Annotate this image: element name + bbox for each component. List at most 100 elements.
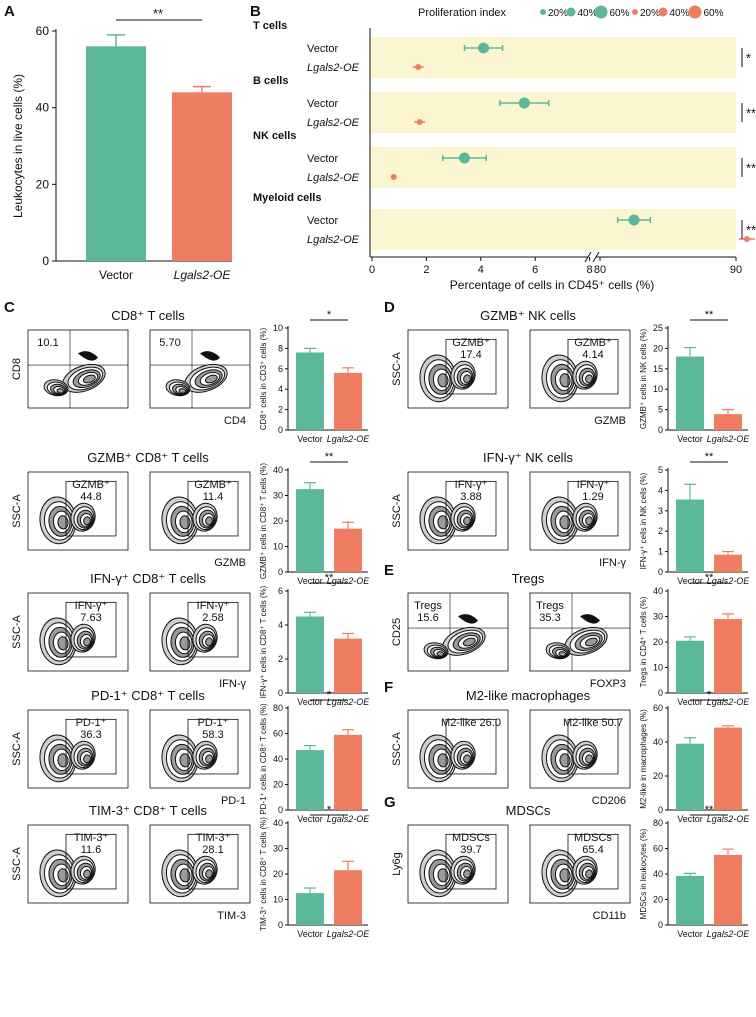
bar-ytick-label: 1	[658, 547, 663, 557]
bar-ytick-label: 0	[278, 805, 283, 815]
panel-b-oe-point	[743, 236, 750, 242]
flow-population	[184, 363, 228, 393]
flow-population	[43, 379, 69, 397]
bar-category-oe: Lgals2-OE	[327, 814, 371, 824]
panel-b-vector-point	[628, 214, 640, 226]
bar-ytick-label: 15	[653, 364, 663, 374]
bar-category-oe: Lgals2-OE	[707, 814, 751, 824]
flow-contour-ring	[585, 516, 593, 526]
panel-a-label: A	[4, 3, 15, 20]
flow-contour-ring	[437, 868, 449, 883]
flow-contour-ring	[559, 868, 571, 883]
bar-ytick-label: 30	[273, 844, 283, 854]
flow-gate-label: Tregs	[414, 600, 442, 612]
panel-b-group-name: B cells	[253, 75, 288, 87]
bar-ytick-label: 0	[278, 567, 283, 577]
flow-population	[192, 740, 218, 770]
flow-contour-ring	[179, 636, 191, 651]
bar	[676, 499, 704, 572]
panel-b-oe-point	[415, 64, 422, 70]
panel-b-xtick-label: 6	[532, 264, 538, 276]
flow-contour-ring	[585, 869, 593, 879]
bar-ytick-label: 4	[658, 485, 663, 495]
flow-gate-label: PD-1⁺	[76, 717, 107, 729]
flow-y-axis-label: SSC-A	[391, 732, 403, 766]
bar-ytick-label: 20	[273, 516, 283, 526]
bar-ylabel: M2-like in macrophages (%)	[639, 709, 648, 809]
flow-y-axis-label: CD8	[11, 358, 23, 380]
panel-b-vector-label: Vector	[307, 153, 339, 165]
bar-ytick-label: 0	[658, 920, 663, 930]
bar-significance: *	[327, 309, 332, 321]
flow-x-axis-label: PD-1	[221, 795, 246, 807]
bar-category-oe: Lgals2-OE	[707, 434, 751, 444]
subpanel-title: CD8⁺ T cells	[111, 308, 185, 323]
flow-population	[192, 502, 218, 532]
panel-b-legend-label: 40%	[670, 8, 690, 19]
bar-ytick-label: 4	[278, 384, 283, 394]
flow-gate-box	[567, 833, 619, 890]
flow-gate-label: 11.4	[203, 491, 224, 503]
flow-gate-label: 35.3	[539, 612, 560, 624]
bar-category-vector: Vector	[297, 814, 323, 824]
flow-x-axis-label: FOXP3	[590, 678, 626, 690]
flow-contour-ring	[57, 753, 69, 768]
flow-y-axis-label: SSC-A	[11, 494, 23, 528]
bar-category-vector: Vector	[297, 434, 323, 444]
panel-b-oe-label: Lgals2-OE	[307, 117, 360, 129]
flow-contour-ring	[205, 869, 213, 879]
bar-ylabel: CD8⁺ cells in CD3⁺ cells (%)	[259, 328, 268, 431]
panel-b-vector-label: Vector	[307, 98, 339, 110]
panel-b-oe-label: Lgals2-OE	[307, 172, 360, 184]
panel-a-ytick-label: 20	[36, 177, 50, 191]
bar-ytick-label: 60	[273, 729, 283, 739]
flow-population	[572, 360, 598, 390]
panel-c-label: C	[4, 299, 15, 316]
bar-category-vector: Vector	[297, 576, 323, 586]
bar	[296, 489, 324, 572]
panel-b-oe-label: Lgals2-OE	[307, 62, 360, 74]
subpanel-c5: TIM-3⁺ CD8⁺ T cellsTIM-3⁺11.6TIM-3⁺28.1S…	[11, 803, 370, 939]
panel-a-ylabel: Leukocytes in live cells (%)	[11, 74, 25, 218]
flow-gate-label: GZMB⁺	[574, 337, 612, 349]
flow-gate-label: 36.3	[80, 729, 101, 741]
flow-contour-ring	[57, 515, 69, 530]
bar	[714, 414, 742, 430]
bar-category-vector: Vector	[297, 929, 323, 939]
bar-category-vector: Vector	[677, 929, 703, 939]
subpanel-title: IFN-γ⁺ CD8⁺ T cells	[90, 571, 206, 586]
panel-b-xtick-label: 0	[369, 264, 375, 276]
bar-ytick-label: 0	[658, 425, 663, 435]
flow-gate-label: GZMB⁺	[72, 479, 110, 491]
flow-population	[572, 855, 598, 885]
panel-b-axis-break	[584, 251, 592, 263]
flow-population	[70, 502, 96, 532]
flow-gate-label: IFN-γ⁺	[455, 479, 488, 491]
bar-ytick-label: 10	[273, 895, 283, 905]
flow-population	[70, 740, 96, 770]
flow-gate-label: 10.1	[37, 337, 58, 349]
bar-category-oe: Lgals2-OE	[327, 434, 371, 444]
bar	[714, 727, 742, 810]
bar-ylabel: GZMB⁺ cells in CD8⁺ T cells (%)	[259, 463, 268, 580]
bar-ytick-label: 6	[278, 364, 283, 374]
flow-population	[545, 642, 571, 660]
panel-f-label: F	[384, 679, 393, 696]
flow-population	[165, 379, 191, 397]
bar-ytick-label: 2	[278, 654, 283, 664]
flow-gate-label: GZMB⁺	[194, 479, 232, 491]
bar-ytick-label: 40	[653, 737, 663, 747]
flow-gate-label: 7.63	[80, 612, 101, 624]
flow-population	[39, 734, 77, 783]
flow-contour-ring	[57, 636, 69, 651]
flow-population	[572, 502, 598, 532]
bar-ytick-label: 0	[658, 688, 663, 698]
flow-population	[572, 740, 598, 770]
bar-ytick-label: 60	[653, 703, 663, 713]
panel-b-xtick-label: 80	[594, 264, 606, 276]
panel-b-legend-marker	[632, 9, 638, 15]
flow-y-axis-label: Ly6g	[391, 852, 403, 875]
flow-population	[450, 360, 476, 390]
panel-b-band	[370, 209, 736, 250]
